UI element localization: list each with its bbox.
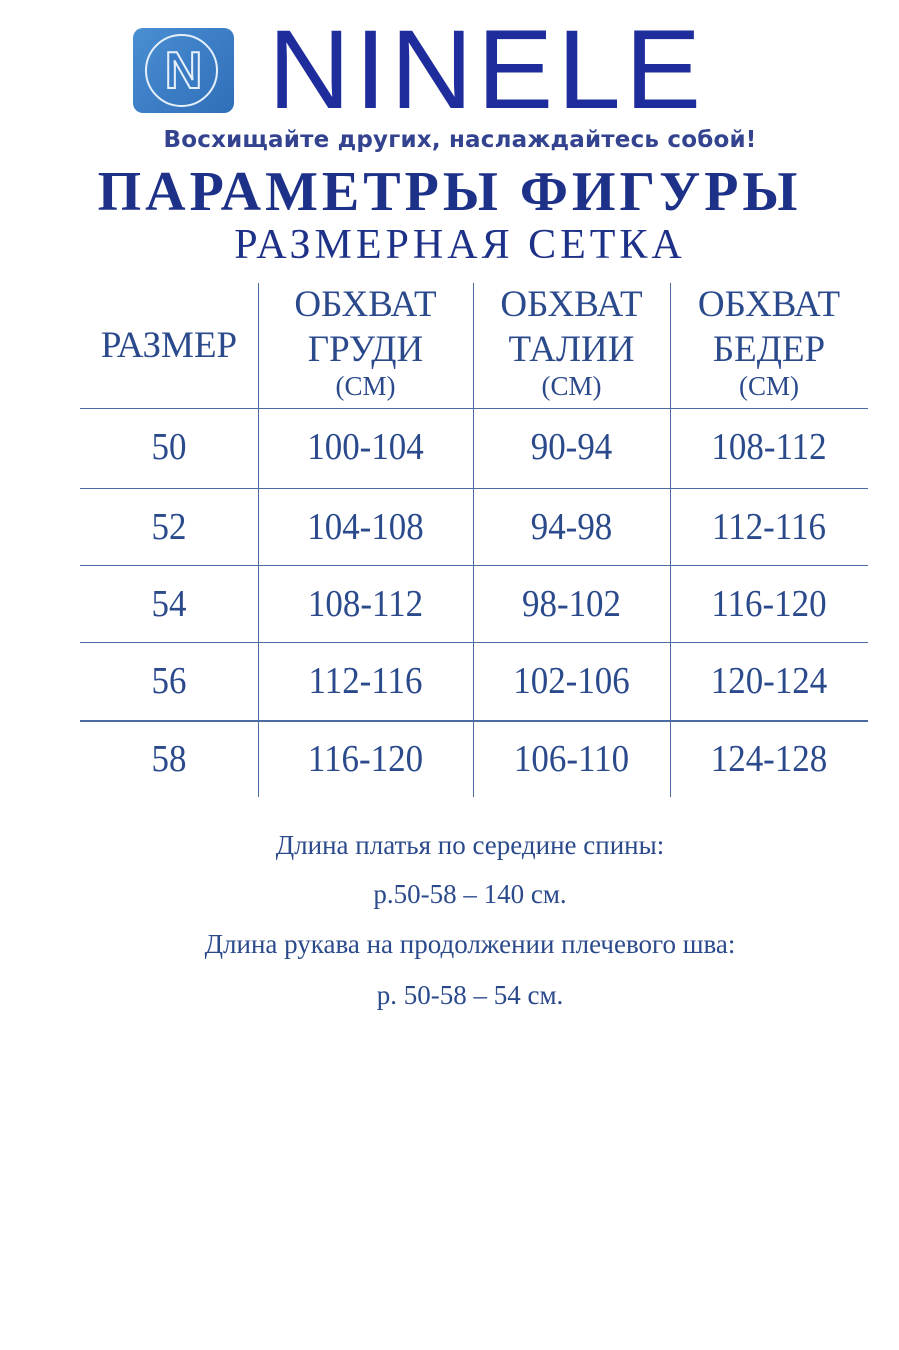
header-line1: ОБХВАТ xyxy=(294,284,437,325)
measurement-cell: 120-124 xyxy=(710,660,828,702)
column-header: ОБХВАТ ГРУДИ (СМ) xyxy=(258,282,473,400)
column-header: РАЗМЕР xyxy=(80,323,258,368)
size-cell: 56 xyxy=(151,660,187,702)
header-unit: (СМ) xyxy=(739,371,799,401)
page-title: ПАРАМЕТРЫ ФИГУРЫ xyxy=(97,161,802,223)
brand-name: NINELE xyxy=(268,7,706,132)
measurement-cell: 106-110 xyxy=(513,738,630,780)
header-line1: ОБХВАТ xyxy=(697,284,841,325)
note-sleeve-length-value: р. 50-58 – 54 см. xyxy=(376,980,564,1010)
measurement-cell: 108-112 xyxy=(711,426,827,468)
size-cell: 58 xyxy=(151,738,187,780)
tagline: Восхищайте других, наслаждайтесь собой! xyxy=(163,127,757,153)
measurement-cell: 108-112 xyxy=(307,583,424,625)
column-header: ОБХВАТ ТАЛИИ (СМ) xyxy=(473,282,670,400)
row-divider xyxy=(80,408,868,409)
measurement-cell: 90-94 xyxy=(530,426,613,468)
measurement-cell: 112-116 xyxy=(712,506,826,548)
size-cell: 50 xyxy=(151,426,187,468)
size-cell: 52 xyxy=(151,506,187,548)
column-divider xyxy=(473,283,474,797)
measurement-cell: 104-108 xyxy=(307,506,424,548)
logo-circle xyxy=(145,34,218,107)
measurement-cell: 112-116 xyxy=(308,660,423,702)
size-cell: 54 xyxy=(151,583,187,625)
row-divider xyxy=(80,642,868,643)
column-divider xyxy=(670,283,671,797)
header-line2: ТАЛИИ xyxy=(508,329,635,370)
row-divider xyxy=(80,488,868,489)
page-subtitle: РАЗМЕРНАЯ СЕТКА xyxy=(234,222,686,268)
note-dress-length-value: р.50-58 – 140 см. xyxy=(373,879,567,909)
measurement-cell: 124-128 xyxy=(710,738,828,780)
column-header: ОБХВАТ БЕДЕР (СМ) xyxy=(670,282,868,400)
measurement-cell: 98-102 xyxy=(521,583,622,625)
note-dress-length-label: Длина платья по середине спины: xyxy=(275,830,665,860)
row-divider xyxy=(80,720,868,722)
measurement-cell: 94-98 xyxy=(530,506,613,548)
header-line1: РАЗМЕР xyxy=(100,325,238,366)
measurement-cell: 102-106 xyxy=(513,660,630,702)
note-sleeve-length-label: Длина рукава на продолжении плечевого шв… xyxy=(204,929,736,959)
logo-letter: N xyxy=(164,41,204,101)
column-divider xyxy=(258,283,259,797)
header-line2: БЕДЕР xyxy=(712,329,826,370)
measurement-cell: 116-120 xyxy=(307,738,424,780)
header-line2: ГРУДИ xyxy=(307,329,424,370)
header-line1: ОБХВАТ xyxy=(500,284,643,325)
logo-icon: N xyxy=(133,28,234,113)
header-unit: (СМ) xyxy=(335,371,396,401)
measurement-cell: 100-104 xyxy=(307,426,424,468)
measurement-cell: 116-120 xyxy=(711,583,827,625)
row-divider xyxy=(80,565,868,566)
header-unit: (СМ) xyxy=(541,371,602,401)
